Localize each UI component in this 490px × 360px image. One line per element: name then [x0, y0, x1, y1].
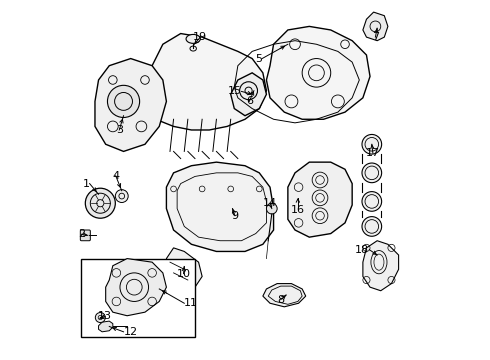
Bar [81, 258, 195, 337]
Text: 1: 1 [83, 179, 90, 189]
Text: 10: 10 [176, 269, 191, 279]
Text: 4: 4 [112, 171, 119, 181]
Circle shape [115, 190, 128, 203]
Text: 18: 18 [355, 245, 369, 255]
Text: 6: 6 [246, 96, 253, 107]
Circle shape [96, 312, 105, 323]
Ellipse shape [362, 134, 382, 154]
Polygon shape [106, 258, 167, 316]
Circle shape [107, 85, 140, 117]
Text: 7: 7 [372, 32, 379, 42]
Circle shape [267, 203, 277, 214]
Text: 5: 5 [255, 54, 262, 64]
Ellipse shape [186, 35, 200, 43]
Polygon shape [263, 284, 306, 307]
Text: 19: 19 [193, 32, 207, 42]
Text: 14: 14 [263, 198, 277, 208]
Text: 8: 8 [277, 295, 284, 305]
Polygon shape [145, 33, 267, 130]
Polygon shape [167, 248, 202, 291]
Polygon shape [98, 321, 113, 332]
Text: 15: 15 [227, 86, 242, 96]
Polygon shape [363, 241, 398, 291]
Text: 12: 12 [123, 327, 138, 337]
Ellipse shape [362, 163, 382, 183]
Polygon shape [231, 73, 267, 116]
Ellipse shape [362, 217, 382, 236]
Text: 16: 16 [291, 205, 305, 215]
Text: 17: 17 [366, 148, 380, 158]
Text: 2: 2 [78, 229, 85, 239]
Polygon shape [288, 162, 352, 237]
Circle shape [85, 188, 115, 218]
Polygon shape [167, 162, 273, 251]
Text: 11: 11 [184, 298, 198, 308]
Text: 9: 9 [231, 211, 239, 221]
FancyBboxPatch shape [80, 230, 90, 241]
Polygon shape [363, 12, 388, 41]
Text: 13: 13 [98, 311, 112, 321]
Polygon shape [95, 59, 167, 152]
Polygon shape [267, 26, 370, 119]
Ellipse shape [362, 192, 382, 211]
Text: 3: 3 [116, 125, 123, 135]
